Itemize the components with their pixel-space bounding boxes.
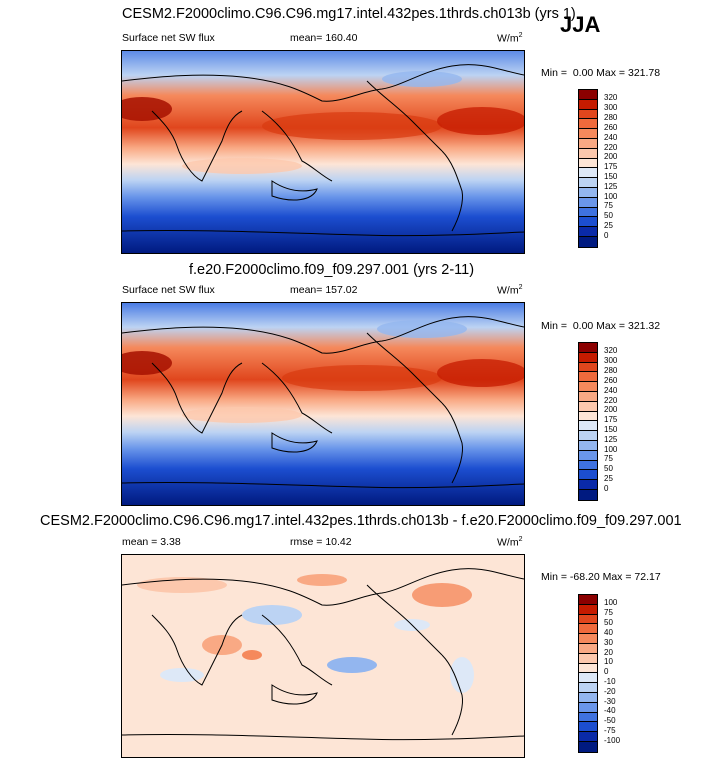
panel-3-title: CESM2.F2000climo.C96.C96.mg17.intel.432p… — [40, 513, 682, 529]
panel-2-map — [121, 302, 525, 506]
panel-1-map — [121, 50, 525, 254]
cbar2-tick: 260 — [604, 376, 618, 385]
panel-3-rmse: rmse = 10.42 — [290, 536, 352, 548]
cbar3-tick: 75 — [604, 608, 613, 617]
cbar1-tick: 75 — [604, 201, 613, 210]
cbar3-tick: -75 — [604, 726, 616, 735]
cbar2-tick: 240 — [604, 386, 618, 395]
panel-2-colorbar — [578, 342, 598, 501]
cbar2-tick: 320 — [604, 346, 618, 355]
cbar1-tick: 50 — [604, 211, 613, 220]
cbar2-tick: 100 — [604, 445, 618, 454]
cbar2-tick: 220 — [604, 396, 618, 405]
cbar2-tick: 300 — [604, 356, 618, 365]
cbar2-tick: 25 — [604, 474, 613, 483]
panel-3-field — [122, 555, 524, 757]
cbar3-tick: -30 — [604, 697, 616, 706]
cbar3-tick: 40 — [604, 628, 613, 637]
cbar1-tick: 260 — [604, 123, 618, 132]
cbar1-tick: 200 — [604, 152, 618, 161]
cbar3-tick: -20 — [604, 687, 616, 696]
panel-3-units: W/m2 — [497, 536, 523, 549]
cbar3-tick: 30 — [604, 638, 613, 647]
cbar3-tick: 0 — [604, 667, 609, 676]
cbar2-tick: 280 — [604, 366, 618, 375]
panel-1-mean: mean= 160.40 — [290, 32, 358, 44]
panel-2-title: f.e20.F2000climo.f09_f09.297.001 (yrs 2-… — [189, 262, 475, 278]
panel-1-colorbar — [578, 89, 598, 248]
cbar3-tick: 10 — [604, 657, 613, 666]
cbar3-tick: 50 — [604, 618, 613, 627]
cbar1-tick: 320 — [604, 93, 618, 102]
cbar2-tick: 200 — [604, 405, 618, 414]
panel-1-units: W/m2 — [497, 32, 523, 45]
cbar2-tick: 150 — [604, 425, 618, 434]
panel-2-field — [122, 303, 524, 505]
cbar3-tick: -100 — [604, 736, 621, 745]
cbar1-tick: 280 — [604, 113, 618, 122]
cbar3-tick: -10 — [604, 677, 616, 686]
cbar3-tick: -50 — [604, 716, 616, 725]
cbar1-tick: 100 — [604, 192, 618, 201]
cbar2-tick: 175 — [604, 415, 618, 424]
panel-2-mean: mean= 157.02 — [290, 284, 358, 296]
cbar1-tick: 300 — [604, 103, 618, 112]
panel-1-field — [122, 51, 524, 253]
cbar1-tick: 175 — [604, 162, 618, 171]
panel-3-mean: mean = 3.38 — [122, 536, 181, 548]
cbar2-tick: 125 — [604, 435, 618, 444]
panel-1-minmax: Min = 0.00 Max = 321.78 — [541, 67, 661, 79]
cbar3-tick: -40 — [604, 706, 616, 715]
cbar1-tick: 240 — [604, 133, 618, 142]
cbar1-tick: 25 — [604, 221, 613, 230]
panel-2-units: W/m2 — [497, 284, 523, 297]
cbar1-tick: 220 — [604, 143, 618, 152]
season-label: JJA — [560, 12, 601, 37]
panel-3-colorbar — [578, 594, 598, 753]
cbar1-tick: 0 — [604, 231, 609, 240]
cbar1-tick: 150 — [604, 172, 618, 181]
cbar3-tick: 20 — [604, 648, 613, 657]
cbar1-tick: 125 — [604, 182, 618, 191]
panel-3-map — [121, 554, 525, 758]
cbar2-tick: 0 — [604, 484, 609, 493]
cbar2-tick: 75 — [604, 454, 613, 463]
panel-2-variable-label: Surface net SW flux — [122, 284, 215, 296]
panel-2-minmax: Min = 0.00 Max = 321.32 — [541, 320, 661, 332]
panel-1-variable-label: Surface net SW flux — [122, 32, 215, 44]
panel-1-title: CESM2.F2000climo.C96.C96.mg17.intel.432p… — [122, 6, 576, 22]
cbar3-tick: 100 — [604, 598, 618, 607]
panel-3-minmax: Min = -68.20 Max = 72.17 — [541, 571, 661, 583]
cbar2-tick: 50 — [604, 464, 613, 473]
